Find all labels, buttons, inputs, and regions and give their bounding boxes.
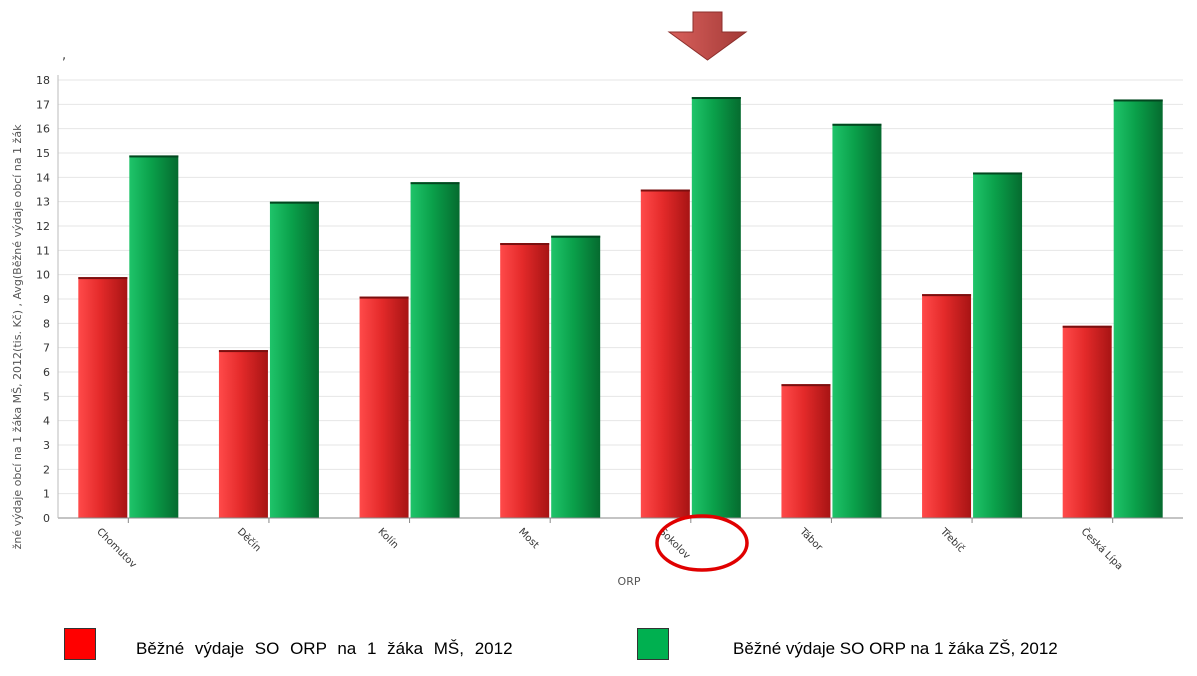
bar-top-edge [832, 123, 882, 126]
clipped-title-fragment: , [62, 48, 66, 63]
bar-ms-4 [640, 189, 690, 518]
bar-ms-2 [359, 296, 409, 518]
y-tick-label: 9 [43, 293, 50, 306]
bar-top-edge [691, 97, 741, 100]
bar-zs-1 [269, 201, 319, 518]
legend-swatch-ms [64, 628, 96, 660]
bar-top-edge [640, 189, 690, 192]
x-tick-label: Česká Lípa [1079, 525, 1126, 572]
bar-top-edge [129, 155, 179, 158]
bar-zs-5 [832, 123, 882, 519]
x-tick-label: Most [516, 526, 541, 551]
bars [78, 97, 1163, 519]
legend-swatch-zs [637, 628, 669, 660]
bar-top-edge [781, 384, 831, 387]
y-tick-label: 5 [43, 390, 50, 403]
bar-top-edge [551, 235, 601, 238]
bar-ms-0 [78, 277, 128, 518]
y-tick-label: 7 [43, 342, 50, 355]
x-tick-label: Děčín [235, 526, 264, 555]
bar-zs-4 [691, 97, 741, 519]
y-tick-label: 2 [43, 463, 50, 476]
y-tick-label: 4 [43, 415, 50, 428]
bar-zs-6 [973, 172, 1023, 518]
bar-zs-7 [1113, 99, 1163, 518]
bar-top-edge [78, 277, 128, 280]
bar-zs-3 [551, 235, 601, 518]
y-tick-label: 14 [36, 171, 50, 184]
bar-top-edge [410, 182, 460, 185]
legend-label-zs: Běžné výdaje SO ORP na 1 žáka ZŠ, 2012 [733, 639, 1058, 658]
bar-top-edge [973, 172, 1023, 175]
bar-ms-1 [218, 350, 268, 518]
y-tick-label: 0 [43, 512, 50, 525]
y-tick-label: 6 [43, 366, 50, 379]
bar-ms-7 [1062, 325, 1112, 518]
bar-zs-2 [410, 182, 460, 518]
bar-ms-6 [922, 294, 972, 518]
bar-top-edge [218, 350, 268, 353]
x-axis-ticks: Chomutov Děčín Kolín Most Sokolov Tábor Třebíč… [94, 518, 1126, 572]
y-tick-label: 11 [36, 244, 50, 257]
highlight-circle [655, 514, 749, 572]
legend-label-ms: Běžné výdaje SO ORP na 1 žáka MŠ, 2012 [136, 639, 513, 658]
y-tick-label: 16 [36, 123, 50, 136]
bar-top-edge [359, 296, 409, 299]
x-tick-label: Kolín [375, 526, 401, 552]
bar-zs-0 [129, 155, 179, 518]
down-arrow-icon [667, 11, 748, 61]
bar-ms-5 [781, 384, 831, 518]
y-tick-label: 3 [43, 439, 50, 452]
y-tick-label: 1 [43, 488, 50, 501]
y-tick-label: 18 [36, 74, 50, 87]
x-tick-label: Chomutov [94, 526, 138, 570]
bar-top-edge [269, 201, 319, 204]
x-axis-label: ORP [618, 575, 641, 588]
y-tick-label: 12 [36, 220, 50, 233]
bar-top-edge [922, 294, 972, 297]
y-tick-label: 15 [36, 147, 50, 160]
x-tick-label: Tábor [797, 525, 826, 554]
y-axis-label: žné výdaje obcí na 1 žáka MŠ, 2012(tis. … [11, 124, 24, 549]
x-tick-label: Třebíč [937, 525, 967, 555]
bar-ms-3 [500, 243, 550, 519]
y-tick-label: 13 [36, 196, 50, 209]
y-tick-label: 8 [43, 317, 50, 330]
y-tick-label: 10 [36, 269, 50, 282]
bar-top-edge [1062, 325, 1112, 328]
y-tick-label: 17 [36, 98, 50, 111]
bar-top-edge [500, 243, 550, 246]
bar-top-edge [1113, 99, 1163, 102]
